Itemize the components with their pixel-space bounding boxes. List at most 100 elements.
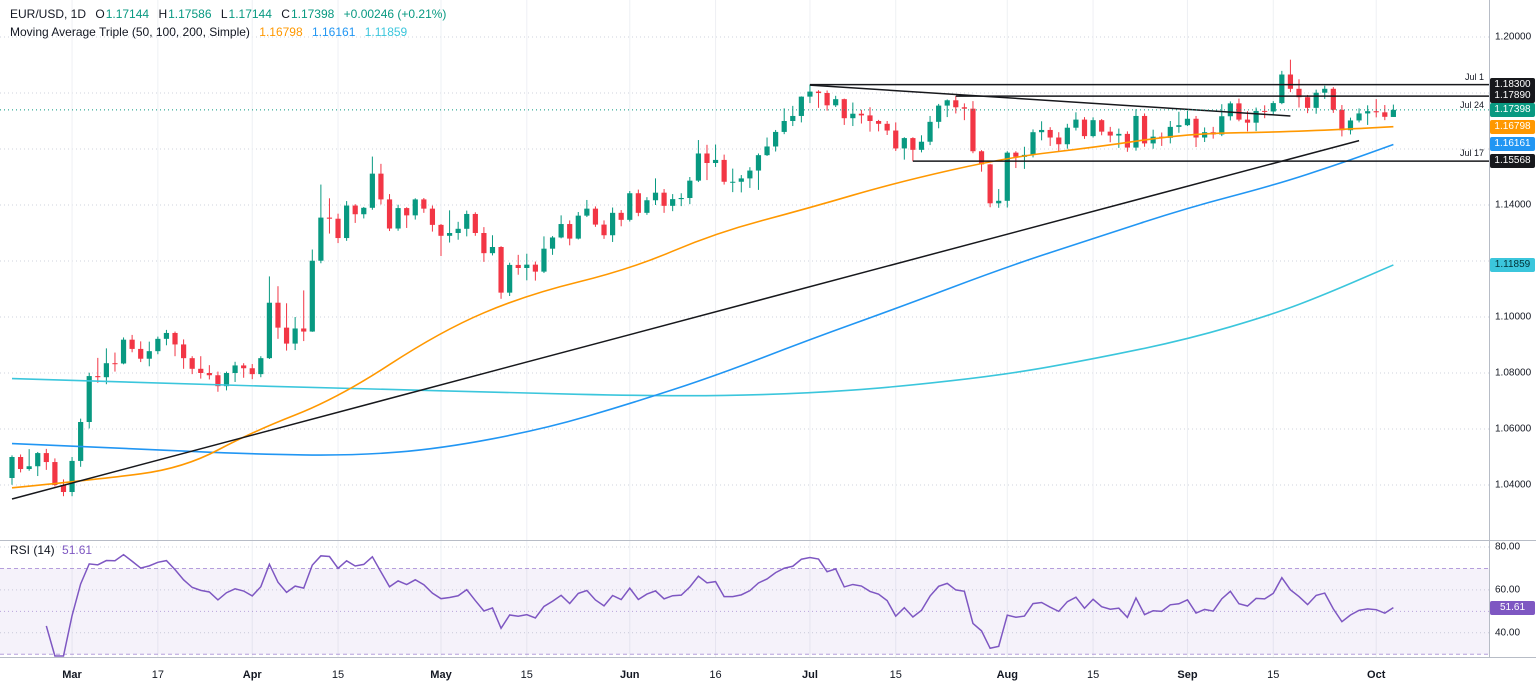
candle[interactable] xyxy=(120,337,127,365)
candle[interactable] xyxy=(532,261,538,281)
candle[interactable] xyxy=(1296,79,1302,108)
candle[interactable] xyxy=(1133,109,1139,151)
candle[interactable] xyxy=(807,84,813,104)
candle[interactable] xyxy=(901,137,907,160)
candle[interactable] xyxy=(446,210,453,243)
candle[interactable] xyxy=(661,189,667,213)
rsi-indicator-title[interactable]: RSI (14) xyxy=(10,543,55,557)
candle[interactable] xyxy=(1159,132,1165,146)
symbol-title[interactable]: EUR/USD, 1D xyxy=(10,7,87,21)
candle[interactable] xyxy=(618,210,624,227)
candle[interactable] xyxy=(1339,105,1345,137)
candle[interactable] xyxy=(1287,59,1294,93)
candle[interactable] xyxy=(1382,105,1388,121)
candle[interactable] xyxy=(146,341,152,367)
candle[interactable] xyxy=(1107,126,1113,143)
candle[interactable] xyxy=(35,451,41,477)
symbol-legend[interactable]: EUR/USD, 1D O1.17144 H1.17586 L1.17144 C… xyxy=(10,7,452,21)
candle[interactable] xyxy=(206,365,212,380)
candle[interactable] xyxy=(404,207,410,228)
candle[interactable] xyxy=(652,178,659,205)
candle[interactable] xyxy=(52,458,58,487)
candle[interactable] xyxy=(1081,117,1088,139)
sma50-line[interactable] xyxy=(11,125,1394,489)
ma-indicator-title[interactable]: Moving Average Triple (50, 100, 200, Sim… xyxy=(10,25,250,39)
candle[interactable] xyxy=(335,213,341,244)
descending-resistance-trendline[interactable] xyxy=(809,84,1291,117)
candle[interactable] xyxy=(961,103,967,121)
ascending-support-trendline[interactable] xyxy=(11,139,1360,500)
candle[interactable] xyxy=(670,194,676,212)
candle[interactable] xyxy=(893,122,899,151)
candle[interactable] xyxy=(755,153,762,190)
candle[interactable] xyxy=(1021,146,1028,169)
candle[interactable] xyxy=(1373,99,1379,118)
candle[interactable] xyxy=(1193,115,1199,148)
candle[interactable] xyxy=(541,236,547,274)
candle[interactable] xyxy=(1202,127,1208,142)
candle[interactable] xyxy=(610,207,616,242)
candle[interactable] xyxy=(69,457,75,497)
candle[interactable] xyxy=(95,357,101,383)
candle[interactable] xyxy=(344,201,350,241)
candle[interactable] xyxy=(884,121,890,135)
candle[interactable] xyxy=(1013,151,1019,169)
candle[interactable] xyxy=(129,334,135,353)
candle[interactable] xyxy=(875,119,882,132)
candle[interactable] xyxy=(86,372,92,429)
candle[interactable] xyxy=(1099,119,1105,136)
candle[interactable] xyxy=(927,115,933,146)
candle[interactable] xyxy=(1279,70,1285,105)
candle[interactable] xyxy=(438,224,444,256)
candle[interactable] xyxy=(283,303,290,351)
candle[interactable] xyxy=(43,448,49,470)
candle[interactable] xyxy=(369,156,375,210)
candle[interactable] xyxy=(1176,111,1182,133)
candle[interactable] xyxy=(764,137,770,156)
candle[interactable] xyxy=(584,199,590,218)
candle[interactable] xyxy=(103,348,109,385)
candle[interactable] xyxy=(833,95,839,107)
candle[interactable] xyxy=(1347,117,1354,135)
candle[interactable] xyxy=(1141,113,1148,147)
candle[interactable] xyxy=(481,227,487,262)
candle[interactable] xyxy=(318,184,324,264)
candle[interactable] xyxy=(592,206,599,227)
candle[interactable] xyxy=(996,189,1002,208)
candle[interactable] xyxy=(910,137,916,162)
candle[interactable] xyxy=(575,212,581,240)
candle[interactable] xyxy=(1219,104,1225,137)
candle[interactable] xyxy=(455,221,461,240)
candle[interactable] xyxy=(1167,121,1173,144)
candle[interactable] xyxy=(515,254,521,275)
candle[interactable] xyxy=(1270,101,1276,116)
candle[interactable] xyxy=(1073,112,1079,131)
candle[interactable] xyxy=(309,249,315,332)
candle[interactable] xyxy=(1227,101,1233,121)
candle[interactable] xyxy=(712,144,719,167)
candle[interactable] xyxy=(1056,132,1062,152)
candle[interactable] xyxy=(189,356,195,375)
candle[interactable] xyxy=(421,198,427,213)
candle[interactable] xyxy=(395,204,401,231)
candle[interactable] xyxy=(824,90,830,111)
candle[interactable] xyxy=(489,235,496,256)
candle[interactable] xyxy=(429,205,436,232)
candle[interactable] xyxy=(1030,129,1036,158)
candle[interactable] xyxy=(464,210,470,237)
candle[interactable] xyxy=(678,193,684,207)
candle[interactable] xyxy=(292,317,298,351)
candle[interactable] xyxy=(1365,105,1371,125)
candle[interactable] xyxy=(773,129,779,152)
candle[interactable] xyxy=(326,198,333,234)
candle[interactable] xyxy=(524,253,530,281)
candle[interactable] xyxy=(1184,110,1191,127)
candle[interactable] xyxy=(953,96,959,114)
candle[interactable] xyxy=(627,191,633,222)
candle[interactable] xyxy=(498,246,504,299)
candle[interactable] xyxy=(687,177,693,205)
candle[interactable] xyxy=(352,204,358,223)
candle[interactable] xyxy=(747,167,753,188)
candle[interactable] xyxy=(738,175,744,193)
